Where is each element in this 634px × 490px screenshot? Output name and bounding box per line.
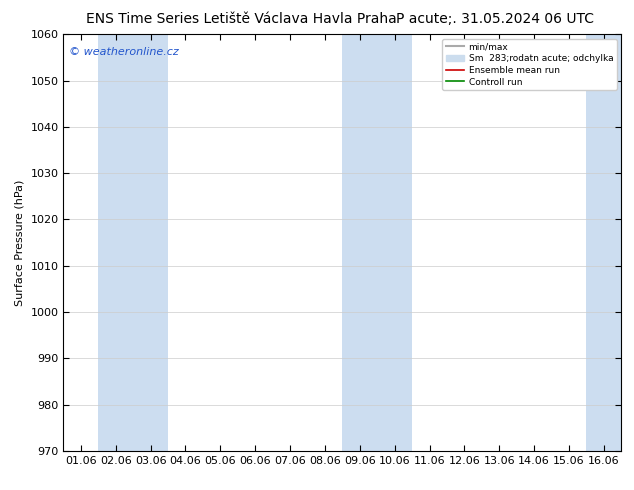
Bar [342, 34, 377, 451]
Text: ENS Time Series Letiště Václava Havla Praha: ENS Time Series Letiště Václava Havla Pr… [86, 12, 396, 26]
Bar [377, 34, 412, 451]
Bar [133, 34, 168, 451]
Text: P acute;. 31.05.2024 06 UTC: P acute;. 31.05.2024 06 UTC [396, 12, 593, 26]
Bar [586, 34, 621, 451]
Bar [98, 34, 133, 451]
Legend: min/max, Sm  283;rodatn acute; odchylka, Ensemble mean run, Controll run: min/max, Sm 283;rodatn acute; odchylka, … [443, 39, 617, 90]
Y-axis label: Surface Pressure (hPa): Surface Pressure (hPa) [15, 179, 25, 306]
Text: © weatheronline.cz: © weatheronline.cz [69, 47, 179, 57]
